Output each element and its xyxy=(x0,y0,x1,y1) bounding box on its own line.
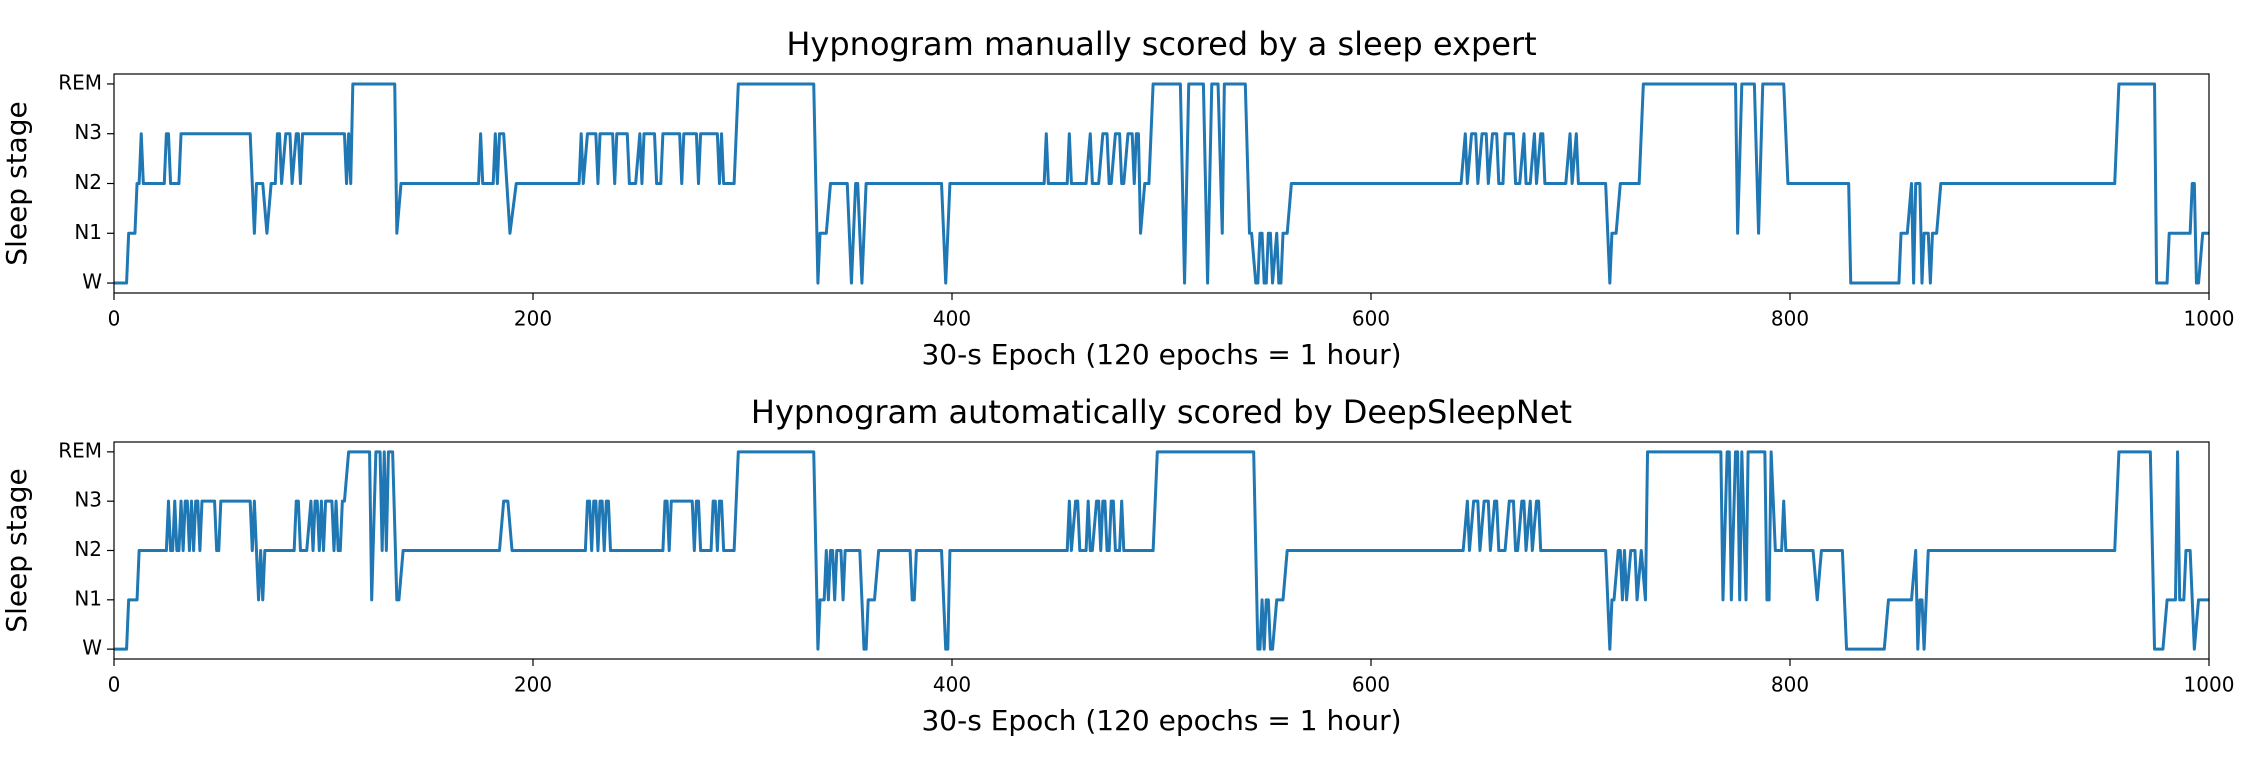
x-tick-label: 0 xyxy=(108,307,121,331)
y-tick-label: W xyxy=(82,636,102,660)
chart-title: Hypnogram manually scored by a sleep exp… xyxy=(786,25,1536,63)
y-tick-label: N2 xyxy=(74,170,102,194)
y-tick-label: REM xyxy=(58,70,102,94)
y-axis-label: Sleep stage xyxy=(0,101,33,265)
x-tick-label: 1000 xyxy=(2184,673,2235,697)
x-tick-label: 800 xyxy=(1771,307,1809,331)
x-tick-label: 200 xyxy=(514,673,552,697)
chart-title: Hypnogram automatically scored by DeepSl… xyxy=(751,393,1572,431)
x-tick-label: 200 xyxy=(514,307,552,331)
y-tick-label: REM xyxy=(58,438,102,462)
x-tick-label: 400 xyxy=(933,673,971,697)
x-tick-label: 400 xyxy=(933,307,971,331)
x-tick-label: 1000 xyxy=(2184,307,2235,331)
y-tick-label: N3 xyxy=(74,120,102,144)
axes-frame xyxy=(113,441,2210,660)
y-tick-label: N2 xyxy=(74,537,102,561)
x-tick-label: 800 xyxy=(1771,673,1809,697)
y-axis-label: Sleep stage xyxy=(0,468,33,632)
y-tick-label: W xyxy=(82,270,102,294)
x-tick-label: 0 xyxy=(108,673,121,697)
axes-frame xyxy=(113,73,2210,294)
x-tick-label: 600 xyxy=(1352,307,1390,331)
y-tick-label: N1 xyxy=(74,220,102,244)
x-axis-label: 30-s Epoch (120 epochs = 1 hour) xyxy=(921,338,1401,371)
x-tick-label: 600 xyxy=(1352,673,1390,697)
y-tick-label: N3 xyxy=(74,488,102,512)
x-axis-label: 30-s Epoch (120 epochs = 1 hour) xyxy=(921,704,1401,737)
y-tick-label: N1 xyxy=(74,586,102,610)
hypnogram-line xyxy=(114,450,2209,651)
hypnogram-line xyxy=(114,82,2209,285)
